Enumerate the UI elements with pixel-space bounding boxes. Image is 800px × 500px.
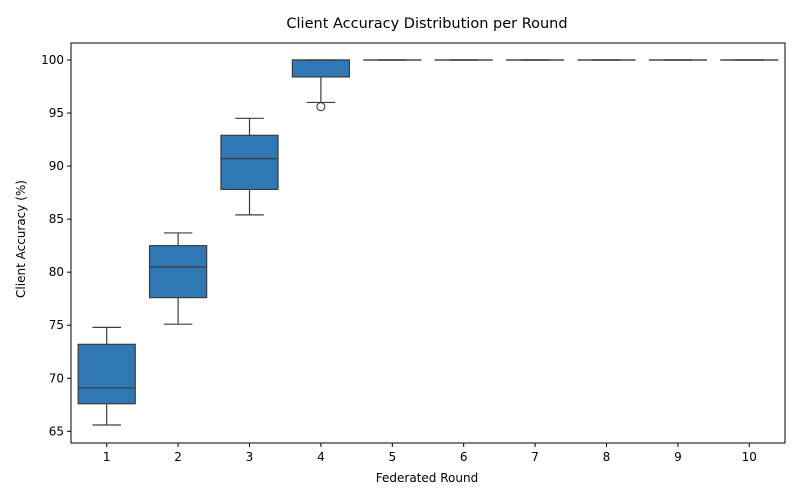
x-tick-label: 8 — [603, 450, 611, 464]
box-group-round-4 — [291, 59, 351, 112]
x-tick-label: 7 — [531, 450, 539, 464]
chart-title: Client Accuracy Distribution per Round — [286, 16, 567, 32]
x-tick-label: 2 — [174, 450, 182, 464]
axes: 65 70 75 80 85 90 95 100 1 2 3 4 5 6 7 8 9 10 — [41, 42, 786, 464]
y-tick-label: 75 — [49, 318, 64, 332]
x-tick-label: 9 — [674, 450, 682, 464]
plot-frame — [70, 42, 786, 444]
x-tick-label: 4 — [317, 450, 325, 464]
y-axis-label: Client Accuracy (%) — [14, 180, 28, 298]
iqr-box — [148, 245, 208, 299]
iqr-box — [220, 134, 279, 191]
x-tick-label: 5 — [388, 450, 396, 464]
x-tick-label: 1 — [103, 450, 111, 464]
box-group-round-1 — [77, 326, 136, 426]
box-group-round-2 — [148, 232, 208, 325]
y-tick-label: 65 — [49, 424, 64, 438]
x-tick-label: 6 — [460, 450, 468, 464]
y-tick-label: 85 — [49, 212, 64, 226]
y-tick-label: 80 — [49, 265, 64, 279]
outlier-point — [316, 102, 326, 112]
y-tick-label: 70 — [49, 371, 64, 385]
y-tick-label: 90 — [49, 159, 64, 173]
iqr-box — [77, 343, 136, 405]
x-axis-label: Federated Round — [376, 471, 478, 485]
y-tick-label: 95 — [49, 106, 64, 120]
x-tick-label: 3 — [246, 450, 254, 464]
box-group-round-3 — [220, 117, 279, 216]
iqr-box — [291, 59, 351, 78]
x-tick-label: 10 — [742, 450, 757, 464]
y-tick-label: 100 — [41, 53, 64, 67]
plot-area — [77, 59, 779, 426]
